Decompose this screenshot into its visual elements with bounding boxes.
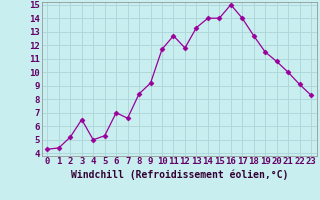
X-axis label: Windchill (Refroidissement éolien,°C): Windchill (Refroidissement éolien,°C) <box>70 169 288 180</box>
